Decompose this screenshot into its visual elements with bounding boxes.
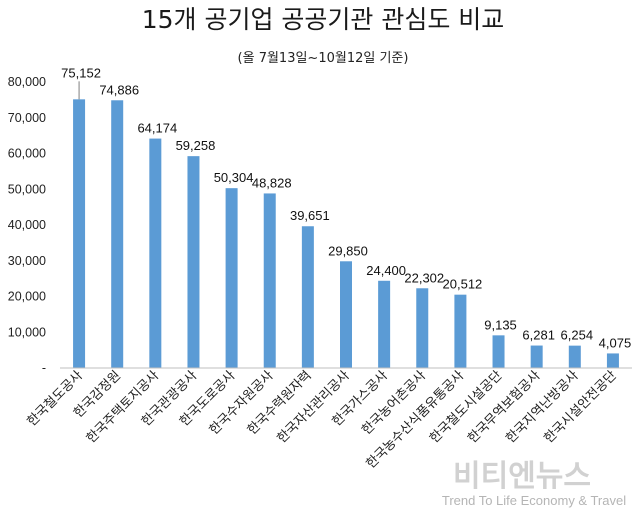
bar xyxy=(416,288,429,368)
x-category-label: 한국시설안전공단 xyxy=(541,368,619,446)
data-label: 75,152 xyxy=(61,65,101,80)
bar xyxy=(378,280,391,368)
watermark-tagline: Trend To Life Economy & Travel xyxy=(442,493,626,508)
data-label: 48,828 xyxy=(252,175,292,190)
watermark-logo: 비티엔뉴스 xyxy=(453,459,591,494)
bar xyxy=(187,156,200,368)
y-tick-label: 30,000 xyxy=(8,254,46,268)
bar xyxy=(225,188,238,368)
bar xyxy=(454,294,467,368)
data-label: 6,254 xyxy=(561,328,594,343)
data-label: 59,258 xyxy=(176,138,216,153)
data-label: 4,075 xyxy=(599,335,632,350)
data-label: 39,651 xyxy=(290,208,330,223)
x-axis: 한국철도공사한국감정원한국주택토지공사한국관광공사한국도로공사한국수자원공사한국… xyxy=(25,367,632,472)
bar xyxy=(263,193,276,368)
bar xyxy=(568,345,581,368)
y-axis: - 10,000 20,000 30,000 40,000 50,000 60,000 70,… xyxy=(8,75,46,375)
y-tick-label: 20,000 xyxy=(8,290,46,304)
data-label: 50,304 xyxy=(214,170,254,185)
data-label: 24,400 xyxy=(366,263,406,278)
data-label: 6,281 xyxy=(522,328,555,343)
bar xyxy=(340,261,352,368)
watermark: 비티엔뉴스 Trend To Life Economy & Travel xyxy=(442,459,626,508)
y-tick-label: 80,000 xyxy=(8,75,46,89)
data-label: 9,135 xyxy=(484,317,517,332)
bar xyxy=(492,335,505,368)
y-tick-label: 60,000 xyxy=(8,147,46,161)
chart-title: 15개 공기업 공공기관 관심도 비교 xyxy=(142,5,505,34)
data-label: 22,302 xyxy=(404,270,444,285)
x-category-label: 한국철도공사 xyxy=(25,368,86,429)
y-tick-label: 70,000 xyxy=(8,111,46,125)
data-label: 74,886 xyxy=(99,82,139,97)
y-tick-label: 50,000 xyxy=(8,182,46,196)
data-label: 20,512 xyxy=(443,277,483,292)
bar xyxy=(606,353,619,368)
data-label: 29,850 xyxy=(328,243,368,258)
bar xyxy=(73,99,86,368)
chart-subtitle: (올 7월13일~10월12일 기준) xyxy=(238,51,409,66)
bar xyxy=(530,345,543,368)
data-label: 64,174 xyxy=(137,121,177,136)
bar xyxy=(111,100,124,369)
y-tick-label: 10,000 xyxy=(8,325,46,339)
y-tick-label: - xyxy=(42,361,46,375)
bar xyxy=(149,138,162,368)
bars-group xyxy=(73,99,619,369)
y-tick-label: 40,000 xyxy=(8,218,46,232)
bar xyxy=(301,226,314,368)
